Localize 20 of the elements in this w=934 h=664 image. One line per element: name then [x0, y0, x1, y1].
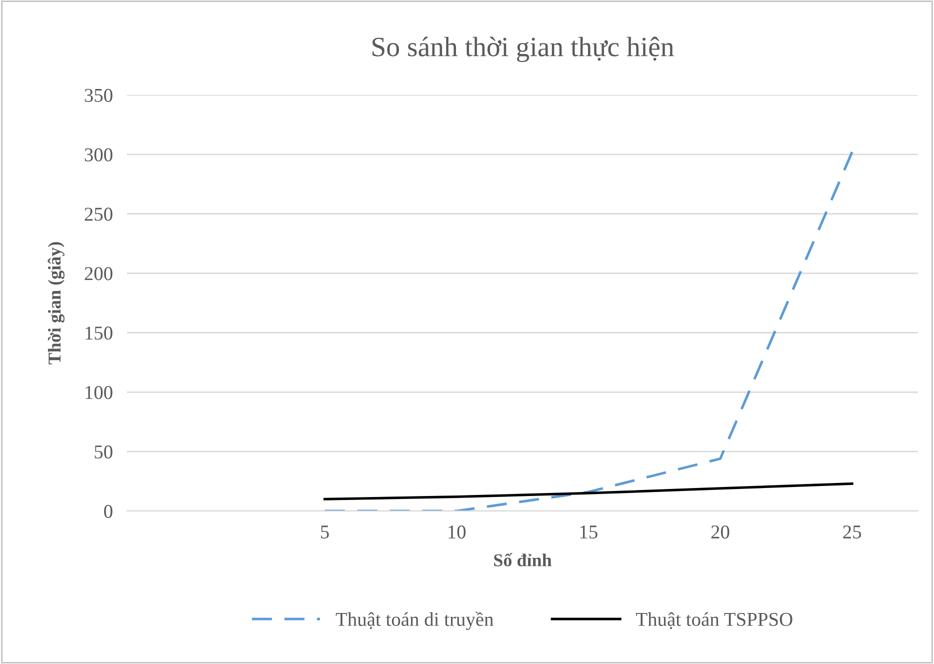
legend-label: Thuật toán di truyền	[336, 612, 494, 630]
y-tick-label: 350	[84, 88, 112, 102]
line-series	[324, 482, 854, 500]
y-tick-label: 200	[84, 267, 112, 280]
x-tick-label: 15	[580, 526, 598, 539]
y-tick-label: 150	[86, 326, 112, 340]
x-tick-label: 20	[711, 525, 730, 539]
x-axis-title: Số đỉnh	[494, 553, 552, 566]
y-tick-label: 0	[104, 504, 112, 518]
x-tick-label: 10	[448, 525, 466, 539]
chart-title: So sánh thời gian thực hiện	[372, 36, 674, 62]
legend-label: Thuật toán TSPPSO	[636, 612, 792, 629]
x-tick-label: 5	[321, 526, 329, 539]
x-tick-label: 25	[843, 526, 862, 539]
y-tick-label: 50	[94, 445, 112, 459]
line-series	[324, 150, 854, 511]
y-tick-label: 300	[84, 148, 112, 162]
y-axis-title: Thời gian (giây)	[48, 242, 64, 364]
y-tick-label: 250	[84, 208, 112, 221]
y-tick-label: 100	[86, 386, 112, 400]
